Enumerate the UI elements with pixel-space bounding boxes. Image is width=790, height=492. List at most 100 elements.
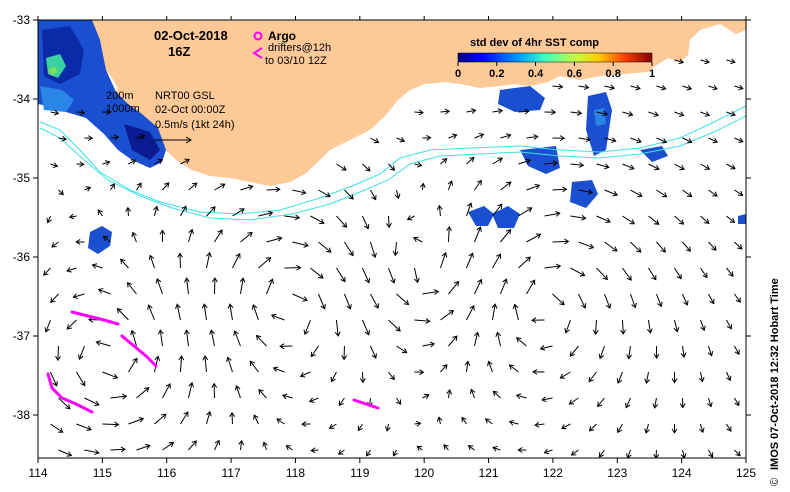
current-arrow-head [729, 217, 736, 224]
current-arrow [162, 383, 171, 399]
current-arrow [336, 215, 347, 228]
current-arrow [117, 308, 129, 321]
current-arrow-head [258, 389, 264, 395]
current-arrow [132, 232, 137, 243]
current-arrow-head [281, 393, 288, 400]
current-arrow-head [653, 453, 660, 458]
current-arrow-head [191, 440, 197, 446]
current-arrow [700, 267, 708, 278]
current-arrow-head [275, 186, 281, 193]
current-arrow [370, 345, 377, 359]
colorbar-gradient [457, 52, 653, 63]
current-arrow [370, 137, 379, 143]
current-arrow [266, 188, 280, 191]
current-arrow-head [285, 445, 292, 451]
current-arrow [417, 446, 423, 451]
current-arrow-head [419, 182, 426, 188]
current-arrow [92, 264, 103, 269]
current-arrow [187, 229, 193, 243]
current-arrow-head [341, 165, 347, 171]
current-arrow-head [140, 134, 146, 140]
current-arrow-head [249, 360, 255, 367]
current-arrow-head [508, 364, 515, 370]
current-arrow-head [251, 303, 258, 310]
current-arrow-head [443, 444, 449, 450]
current-arrow-head [320, 304, 326, 310]
current-arrow [51, 241, 59, 248]
current-arrow-head [512, 303, 519, 310]
current-arrow-head [562, 186, 568, 193]
current-arrow-head [476, 179, 482, 186]
current-arrow [500, 229, 511, 243]
current-arrow [734, 345, 740, 355]
current-arrow [84, 186, 91, 191]
current-arrow [654, 397, 657, 408]
current-arrow [205, 411, 211, 425]
current-arrow-head [340, 276, 346, 283]
current-arrow [331, 371, 337, 382]
current-arrow [128, 418, 144, 425]
current-arrow [617, 423, 623, 433]
current-arrow-head [464, 360, 471, 366]
current-arrow-head [564, 328, 570, 334]
current-arrow [726, 215, 735, 223]
current-arrow-head [164, 182, 170, 188]
current-arrow-head [255, 334, 262, 341]
current-arrow [318, 189, 331, 198]
lon-tick-label: 123 [607, 466, 627, 480]
current-arrow-head [114, 421, 120, 428]
current-arrow-head [444, 108, 451, 115]
current-arrow [440, 310, 454, 321]
current-arrow-head [389, 374, 395, 381]
current-arrow-head [737, 244, 743, 250]
current-arrow [447, 389, 451, 399]
current-arrow-head [654, 165, 660, 171]
current-arrow [603, 293, 611, 309]
legend-drifters-label: drifters@12h [268, 42, 331, 54]
current-arrow [726, 111, 736, 116]
current-arrow-head [525, 158, 531, 165]
current-arrow [188, 440, 197, 451]
current-arrow [682, 137, 692, 143]
current-arrow [393, 449, 397, 456]
current-arrow-head [412, 236, 419, 243]
current-arrow [526, 184, 540, 191]
current-arrow [438, 417, 441, 425]
current-arrow [318, 241, 332, 253]
current-arrow [734, 189, 743, 196]
current-arrow-head [52, 162, 59, 168]
current-arrow [422, 394, 430, 399]
current-arrow-head [661, 192, 668, 198]
current-arrow [447, 226, 450, 243]
current-arrow-head [348, 194, 354, 200]
current-arrow [648, 267, 657, 280]
current-arrow [370, 189, 377, 200]
current-arrow [622, 267, 632, 281]
current-arrow [682, 293, 688, 306]
current-arrow [206, 206, 216, 217]
drifter-track-3 [46, 372, 94, 414]
current-arrow [78, 345, 85, 360]
current-arrow-head [175, 303, 181, 309]
current-arrow-head [126, 281, 133, 288]
current-arrow-head [389, 165, 396, 171]
current-arrow-head [660, 247, 666, 253]
current-arrow [136, 182, 142, 191]
current-arrow [336, 163, 347, 171]
current-arrow-head [712, 137, 719, 144]
current-arrow [127, 207, 129, 217]
legend: Argo drifters@12h to 03/10 12Z [252, 29, 331, 67]
current-arrow-head [707, 401, 713, 408]
current-arrow [214, 229, 223, 243]
current-arrow-head [188, 228, 194, 235]
current-arrow [630, 241, 642, 253]
current-arrow-head [209, 329, 215, 335]
current-arrow [604, 189, 618, 196]
drifter-tracks [46, 310, 380, 414]
current-arrow [292, 293, 308, 301]
lon-tick-label: 115 [93, 466, 112, 480]
current-arrow-head [214, 439, 221, 446]
sst-patch-shelf-e [594, 108, 606, 126]
current-arrow [58, 397, 71, 410]
current-arrow-head [341, 355, 348, 361]
